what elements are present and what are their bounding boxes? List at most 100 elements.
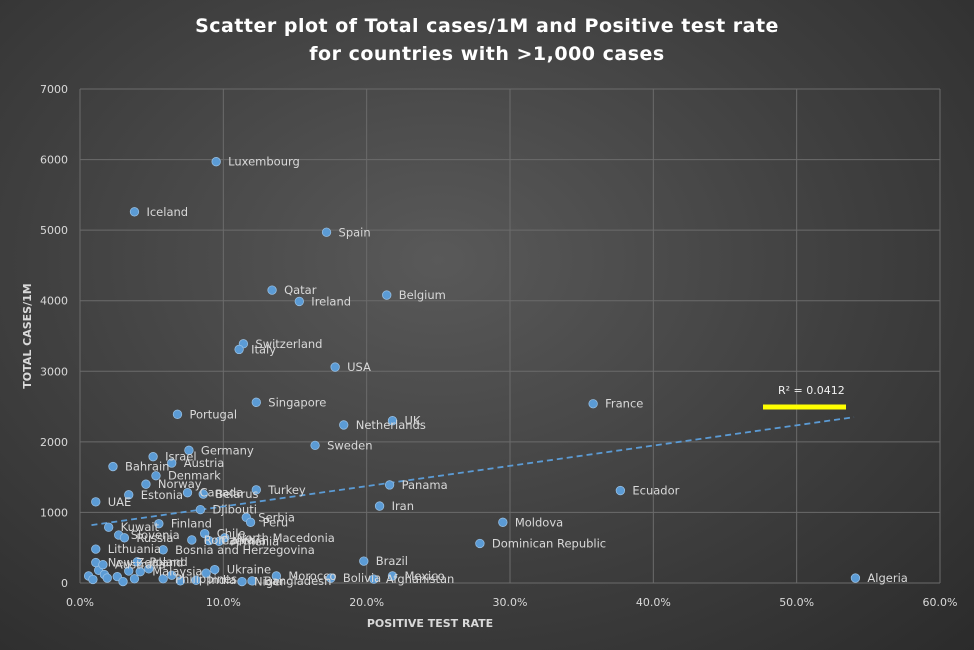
data-point — [167, 458, 177, 468]
y-tick-label: 6000 — [40, 154, 68, 167]
data-point-label: Ukraine — [227, 563, 271, 577]
data-point — [172, 409, 183, 419]
data-point-label: Denmark — [168, 469, 221, 483]
data-point-label: Italy — [251, 342, 276, 356]
data-point-label: New Zealand — [108, 556, 184, 570]
data-point-label: Luxembourg — [228, 155, 300, 169]
data-point — [151, 471, 161, 481]
data-point — [158, 545, 168, 555]
data-point-label: Romania — [204, 533, 254, 547]
data-point — [251, 397, 261, 407]
x-tick-label: 30.0% — [493, 596, 528, 609]
data-point — [294, 296, 304, 307]
data-point — [211, 157, 221, 167]
data-point-label: Niger — [254, 575, 285, 589]
data-point — [91, 497, 101, 507]
data-point — [588, 399, 598, 409]
y-tick-label: 7000 — [40, 83, 68, 96]
data-point-label: Belarus — [215, 487, 258, 501]
data-point-label: Ecuador — [632, 484, 679, 498]
data-point-label: Bahrain — [125, 460, 169, 474]
data-point — [184, 445, 194, 455]
data-point-label: Brazil — [376, 554, 408, 568]
y-tick-label: 1000 — [40, 506, 68, 519]
data-point — [200, 528, 210, 539]
data-point-label: Czechia — [221, 534, 266, 548]
data-point — [91, 544, 101, 554]
data-point — [321, 227, 332, 237]
data-point-label: Armenia — [231, 534, 279, 548]
tick-labels: 0 1000 2000 3000 4000 5000 6000 7000 0.0% 10.0% 20… — [40, 83, 957, 609]
data-point — [187, 535, 197, 545]
data-point — [234, 344, 244, 355]
trendline — [91, 416, 855, 527]
data-point-label: Spain — [339, 225, 371, 239]
x-tick-label: 10.0% — [206, 596, 241, 609]
data-point — [118, 576, 128, 587]
data-point — [124, 490, 134, 500]
data-point-label: Serbia — [258, 510, 295, 524]
trendline-layer — [91, 416, 855, 527]
data-point-label: Iran — [392, 499, 414, 513]
y-tick-label: 0 — [61, 577, 68, 590]
data-point-label: Portugal — [189, 407, 237, 421]
data-point-label: Chile — [217, 527, 246, 541]
data-point-label: India — [208, 573, 236, 587]
data-point — [310, 440, 320, 451]
data-point — [167, 570, 177, 580]
data-point-label: Algeria — [867, 571, 907, 585]
y-tick-label: 4000 — [40, 295, 68, 308]
data-point — [237, 576, 247, 587]
data-point — [271, 571, 282, 581]
data-point — [201, 568, 211, 578]
data-point — [119, 533, 130, 543]
data-point-label: Austria — [184, 456, 225, 470]
x-tick-label: 60.0% — [923, 596, 958, 609]
data-point — [326, 573, 336, 583]
data-point — [182, 488, 193, 498]
data-point — [102, 573, 112, 583]
x-tick-label: 50.0% — [779, 596, 814, 609]
data-point-label: Peru — [263, 515, 289, 529]
data-point-label: Slovenia — [131, 528, 180, 542]
data-point — [175, 576, 185, 586]
grid-layer — [79, 88, 941, 584]
x-axis-title: POSITIVE TEST RATE — [367, 617, 493, 630]
data-point-label: USA — [347, 360, 371, 374]
data-point-label: Turkey — [267, 483, 306, 497]
data-point-label: Finland — [171, 517, 212, 531]
data-point-label: Morocco — [288, 569, 336, 583]
data-point — [154, 519, 164, 529]
data-point-label: Singapore — [268, 395, 326, 409]
data-point — [104, 522, 114, 532]
data-point — [850, 573, 861, 583]
data-point — [98, 560, 108, 570]
data-point-label: UK — [404, 414, 420, 428]
data-point — [382, 290, 392, 300]
x-tick-label: 40.0% — [636, 596, 671, 609]
data-point-label: Malaysia — [152, 565, 202, 579]
data-point — [141, 479, 151, 489]
data-point — [191, 575, 201, 585]
data-point-label: Germany — [201, 443, 254, 457]
data-point-label: Russia — [136, 531, 173, 545]
data-point-label: Djibouti — [212, 503, 257, 517]
data-point-label: Estonia — [141, 488, 183, 502]
data-point — [88, 574, 98, 585]
y-tick-label: 5000 — [40, 224, 68, 237]
data-point-label: Canada — [200, 486, 244, 500]
data-point — [387, 416, 398, 426]
data-point — [144, 564, 154, 574]
data-point — [339, 420, 349, 430]
x-tick-label: 0.0% — [66, 596, 94, 609]
data-point — [124, 566, 134, 576]
y-tick-label: 3000 — [40, 365, 68, 378]
data-point — [475, 538, 485, 549]
data-point-label: Lithuania — [108, 542, 161, 556]
data-point — [210, 564, 220, 575]
data-point-label: Qatar — [284, 283, 317, 297]
data-point — [204, 536, 214, 546]
data-point — [384, 480, 395, 490]
